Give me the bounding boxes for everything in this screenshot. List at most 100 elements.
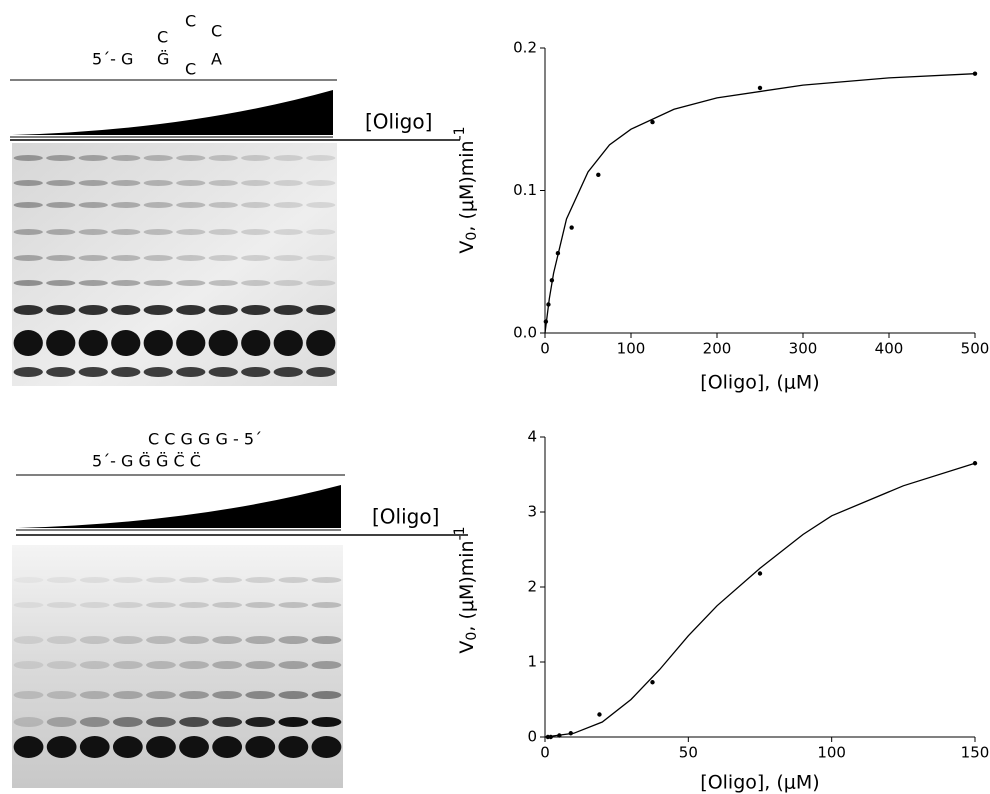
gel-band: [278, 717, 309, 727]
gel-band: [208, 305, 238, 315]
gel-band: [208, 155, 238, 161]
gel-band: [146, 736, 176, 758]
gel-band: [78, 367, 108, 377]
gel-band: [146, 602, 176, 608]
gel-band: [273, 155, 303, 161]
gel-band: [146, 636, 176, 644]
gel-band: [111, 155, 141, 161]
gel-band: [111, 180, 141, 186]
gel-band: [46, 305, 76, 315]
gel-band: [13, 367, 43, 377]
y-axis-label: V0, (μM)min-1: [452, 126, 480, 253]
gel-band: [208, 202, 238, 208]
gel-band: [273, 255, 303, 261]
gel-band: [13, 717, 44, 727]
gel-band: [13, 577, 44, 583]
gel-band: [13, 305, 43, 315]
gel-band: [13, 330, 43, 356]
sequence-label: C: [185, 12, 196, 31]
gel-band: [306, 280, 336, 286]
x-axis-label: [Oligo], (μM): [700, 372, 819, 394]
y-tick-label: 2: [527, 578, 537, 596]
gel-band: [146, 577, 176, 583]
x-tick-label: 100: [817, 744, 846, 762]
x-tick-label: 150: [961, 744, 990, 762]
gel-band: [78, 202, 108, 208]
y-tick-label: 1: [527, 653, 537, 671]
y-tick-label: 4: [527, 428, 537, 446]
gel-band: [179, 636, 209, 644]
gel-band: [111, 255, 141, 261]
y-axis-label: V0, (μM)min-1: [452, 526, 480, 653]
gel-band: [143, 229, 173, 235]
gel-band: [212, 602, 243, 608]
sequence-label: C: [211, 22, 222, 41]
data-point: [596, 172, 601, 178]
gel-band: [273, 305, 303, 315]
gel-band: [111, 330, 141, 356]
gel-band: [179, 691, 209, 699]
gel-band: [273, 180, 303, 186]
gel-band: [245, 691, 276, 699]
gel-band: [208, 280, 238, 286]
gel-band: [273, 367, 303, 377]
gel-band: [176, 280, 206, 286]
gel-band: [13, 691, 44, 699]
y-tick-label: 3: [527, 503, 537, 521]
gel-band: [278, 661, 309, 669]
gel-band: [13, 602, 44, 608]
gel-band: [13, 180, 43, 186]
gel-band: [245, 577, 276, 583]
gel-band: [111, 202, 141, 208]
data-point: [972, 71, 978, 76]
gel-band: [79, 636, 110, 644]
gel-band: [46, 577, 77, 583]
y-tick-label: 0: [527, 728, 537, 746]
gel-band: [179, 736, 209, 758]
gel-band: [111, 305, 141, 315]
x-tick-label: 300: [789, 340, 818, 358]
gel-band: [179, 661, 209, 669]
x-tick-label: 400: [875, 340, 904, 358]
data-point: [757, 85, 763, 91]
gel-band: [143, 255, 173, 261]
gel-band: [78, 330, 108, 356]
gel-band: [306, 155, 336, 161]
gel-band: [79, 717, 110, 727]
gel-band: [245, 602, 276, 608]
gel-band: [46, 202, 76, 208]
gel-band: [112, 736, 143, 758]
gel-band: [212, 691, 243, 699]
oligo-label: [Oligo]: [372, 505, 439, 529]
x-tick-label: 0: [540, 340, 550, 358]
gel-band: [176, 202, 206, 208]
x-axis-label: [Oligo], (μM): [700, 772, 819, 794]
gel-band: [46, 255, 76, 261]
gel-band: [79, 691, 110, 699]
gel-band: [311, 661, 342, 669]
gel-band: [143, 280, 173, 286]
gel-band: [278, 691, 309, 699]
gel-band: [46, 367, 76, 377]
gel-band: [179, 717, 209, 727]
gel-band: [241, 202, 271, 208]
gel-band: [278, 736, 309, 758]
y-tick-label: 0.0: [513, 324, 537, 342]
fit-curve: [544, 462, 976, 738]
gel-band: [79, 736, 110, 758]
x-tick-label: 50: [679, 744, 698, 762]
gel-band: [212, 736, 243, 758]
gel-band: [46, 280, 76, 286]
gel-band: [241, 280, 271, 286]
gel-band: [179, 602, 209, 608]
gel-band: [241, 367, 271, 377]
gel-band: [46, 717, 77, 727]
gel-band: [212, 661, 243, 669]
gel-band: [208, 180, 238, 186]
gel-band: [46, 691, 77, 699]
sequence-label: 5´- G G̈ G̈ C̈ C̈: [92, 452, 201, 471]
gel-band: [306, 255, 336, 261]
gel-band: [306, 367, 336, 377]
gel-band: [112, 577, 143, 583]
